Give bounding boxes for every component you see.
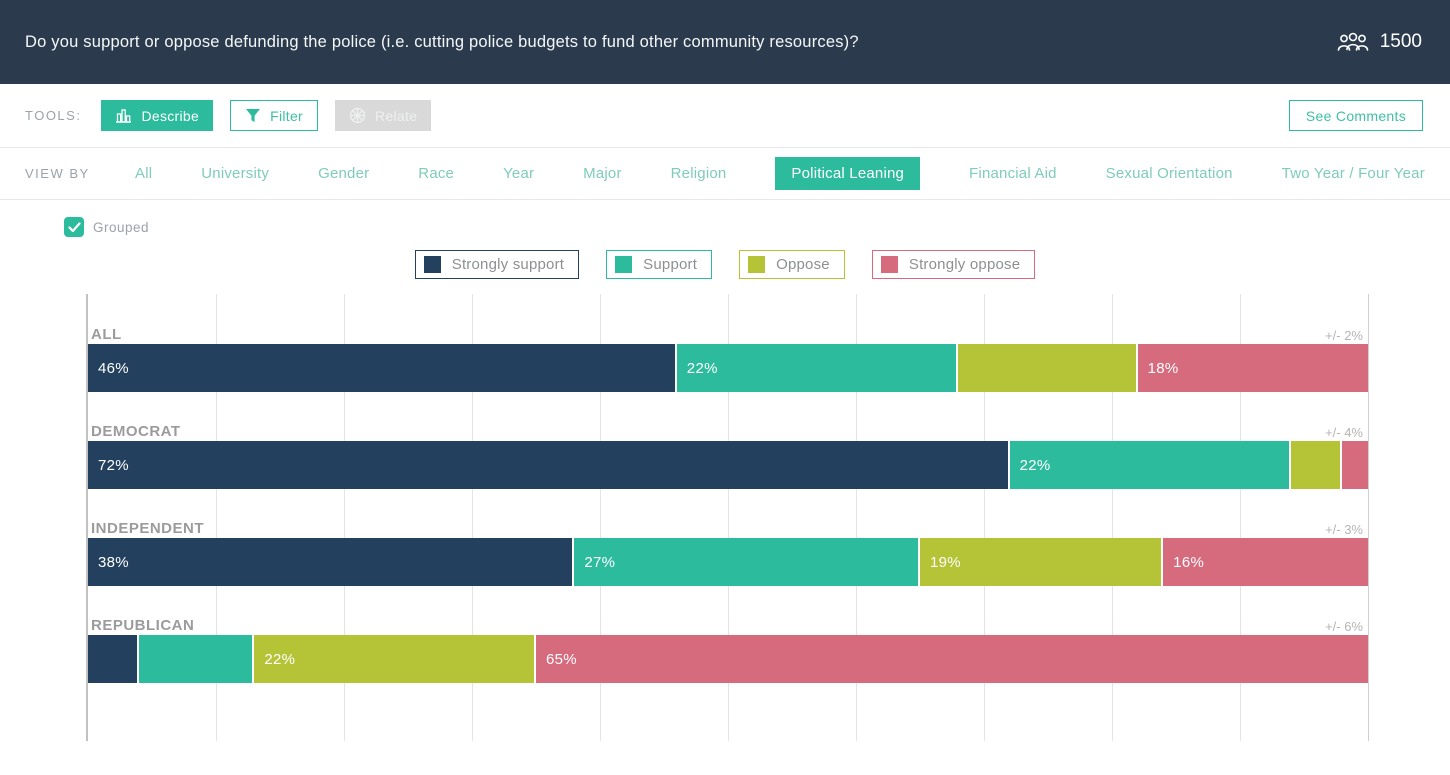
legend-label: Strongly oppose (908, 256, 1021, 273)
toolbar: TOOLS: Describe Filter Relate (0, 84, 1450, 148)
bar-segment-strongly-oppose[interactable]: 16% (1163, 538, 1368, 586)
view-by-option-race[interactable]: Race (418, 165, 455, 182)
relate-label: Relate (375, 107, 418, 124)
bar-segment-support[interactable]: 22% (676, 344, 959, 392)
row-header: INDEPENDENT +/- 3% (88, 515, 1368, 537)
gridline-90 (1240, 294, 1241, 741)
view-by-label: VIEW BY (25, 166, 90, 181)
gridline-60 (856, 294, 857, 741)
row-label: DEMOCRAT (91, 423, 181, 440)
legend-swatch-support (615, 256, 633, 273)
bar-chart-icon (115, 108, 132, 123)
bar-segment-strongly-support[interactable]: 72% (88, 441, 1010, 489)
gridline-30 (472, 294, 473, 741)
legend-swatch-oppose (748, 256, 766, 273)
bar-segment-support[interactable]: 22% (1009, 441, 1292, 489)
chart-row-independent: INDEPENDENT +/- 3% 38% 27% 19% 16% (88, 515, 1368, 612)
gridline-0 (86, 294, 88, 741)
tools-label: TOOLS: (25, 108, 82, 123)
gridline-100 (1368, 294, 1369, 741)
gridline-40 (600, 294, 601, 741)
describe-label: Describe (141, 107, 200, 124)
gridline-50 (728, 294, 729, 741)
relate-icon (349, 107, 366, 124)
legend-item-support[interactable]: Support (606, 250, 713, 279)
legend-item-oppose[interactable]: Oppose (739, 250, 845, 279)
bar-segment-oppose[interactable] (958, 344, 1138, 392)
filter-icon (245, 108, 261, 123)
bar-segment-support[interactable] (139, 635, 255, 683)
legend-item-strongly-support[interactable]: Strongly support (414, 250, 580, 279)
view-by-option-year[interactable]: Year (503, 165, 535, 182)
bar-segment-support[interactable]: 27% (574, 538, 920, 586)
row-margin-of-error: +/- 4% (1325, 425, 1363, 440)
respondent-counter: 1500 (1336, 30, 1422, 54)
grouped-toggle[interactable]: Grouped (64, 217, 1450, 237)
bar-segment-strongly-oppose[interactable] (1342, 441, 1368, 489)
view-by-option-two-year-four-year[interactable]: Two Year / Four Year (1281, 165, 1425, 182)
relate-button[interactable]: Relate (335, 100, 432, 131)
bar-segment-strongly-support[interactable]: 38% (88, 538, 575, 586)
bar-segment-oppose[interactable]: 22% (254, 635, 536, 683)
bar-segment-strongly-support[interactable] (88, 635, 140, 683)
chart-row-democrat: DEMOCRAT +/- 4% 72% 22% (88, 418, 1368, 515)
legend-label: Strongly support (451, 256, 565, 273)
respondent-count: 1500 (1379, 31, 1422, 52)
legend-item-strongly-oppose[interactable]: Strongly oppose (871, 250, 1036, 279)
row-label: REPUBLICAN (91, 617, 195, 634)
chart-legend: Strongly support Support Oppose Strongly op… (0, 250, 1450, 279)
row-header: DEMOCRAT +/- 4% (88, 418, 1368, 440)
legend-label: Support (643, 256, 698, 273)
people-icon (1336, 30, 1370, 54)
view-by-options: All University Gender Race Year Major Religion… (113, 157, 1425, 190)
grouped-label: Grouped (93, 219, 150, 235)
view-by-option-gender[interactable]: Gender (318, 165, 370, 182)
chart-rows: ALL +/- 2% 46% 22% 18% DEMOCRAT +/- 4% 72% 22% IN… (88, 321, 1368, 709)
bar-segment-oppose[interactable] (1291, 441, 1343, 489)
see-comments-button[interactable]: See Comments (1288, 100, 1423, 131)
bar-segment-oppose[interactable]: 19% (919, 538, 1164, 586)
row-header: ALL +/- 2% (88, 321, 1368, 343)
gridline-20 (344, 294, 345, 741)
view-by-option-major[interactable]: Major (583, 165, 622, 182)
see-comments-label: See Comments (1305, 107, 1406, 124)
row-margin-of-error: +/- 3% (1325, 522, 1363, 537)
row-bar: 38% 27% 19% 16% (88, 538, 1368, 586)
row-bar: 46% 22% 18% (88, 344, 1368, 392)
row-margin-of-error: +/- 6% (1325, 619, 1363, 634)
question-text: Do you support or oppose defunding the p… (25, 32, 859, 51)
filter-label: Filter (270, 107, 304, 124)
row-header: REPUBLICAN +/- 6% (88, 612, 1368, 634)
view-by-option-university[interactable]: University (201, 165, 270, 182)
row-margin-of-error: +/- 2% (1325, 328, 1363, 343)
legend-swatch-strongly-oppose (880, 256, 898, 273)
view-by-bar: VIEW BY All University Gender Race Year Major… (0, 148, 1450, 200)
bar-segment-strongly-oppose[interactable]: 65% (535, 635, 1368, 683)
gridline-80 (1112, 294, 1113, 741)
chart-row-all: ALL +/- 2% 46% 22% 18% (88, 321, 1368, 418)
row-label: ALL (91, 326, 122, 343)
view-by-option-political-leaning[interactable]: Political Leaning (775, 157, 921, 190)
bar-segment-strongly-support[interactable]: 46% (88, 344, 677, 392)
question-header: Do you support or oppose defunding the p… (0, 0, 1450, 84)
bar-segment-strongly-oppose[interactable]: 18% (1137, 344, 1368, 392)
stacked-bar-chart: ALL +/- 2% 46% 22% 18% DEMOCRAT +/- 4% 72% 22% IN… (86, 294, 1369, 741)
row-bar: 72% 22% (88, 441, 1368, 489)
view-by-option-financial-aid[interactable]: Financial Aid (969, 165, 1057, 182)
chart-row-republican: REPUBLICAN +/- 6% 22% 65% (88, 612, 1368, 709)
view-by-option-all[interactable]: All (135, 165, 153, 182)
check-icon (67, 221, 81, 233)
gridline-70 (984, 294, 985, 741)
row-bar: 22% 65% (88, 635, 1368, 683)
grouped-checkbox[interactable] (64, 217, 84, 237)
filter-button[interactable]: Filter (230, 100, 319, 131)
row-label: INDEPENDENT (91, 520, 205, 537)
legend-swatch-strongly-support (423, 256, 441, 273)
describe-button[interactable]: Describe (101, 100, 214, 131)
view-by-option-religion[interactable]: Religion (670, 165, 727, 182)
gridline-10 (216, 294, 217, 741)
legend-label: Oppose (776, 256, 830, 273)
view-by-option-sexual-orientation[interactable]: Sexual Orientation (1105, 165, 1233, 182)
